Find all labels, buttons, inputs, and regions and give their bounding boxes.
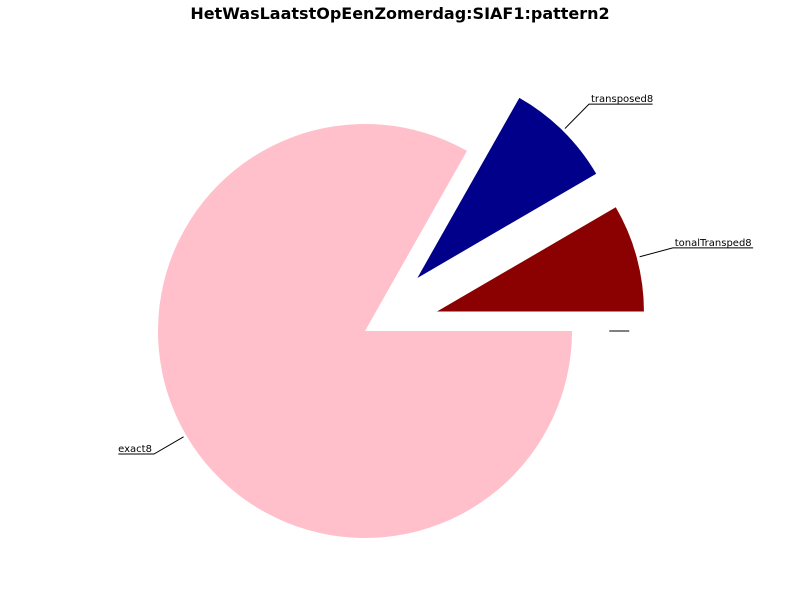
chart-title: HetWasLaatstOpEenZomerdag:SIAF1:pattern2 [190,4,610,23]
slice-label-exact8: exact8 [118,444,152,455]
pie-slice-exact8 [158,123,573,539]
leader-line-transposed8 [564,103,653,129]
leader-line-exact8 [118,436,184,455]
pie-slice-transposed8 [417,97,597,278]
pie-slice-tonaltransped8 [436,207,644,312]
leader-line-tonaltransped8 [639,247,754,258]
slice-label-tonaltransped8: tonalTransped8 [675,238,752,249]
slice-label-transposed8: transposed8 [591,94,653,105]
